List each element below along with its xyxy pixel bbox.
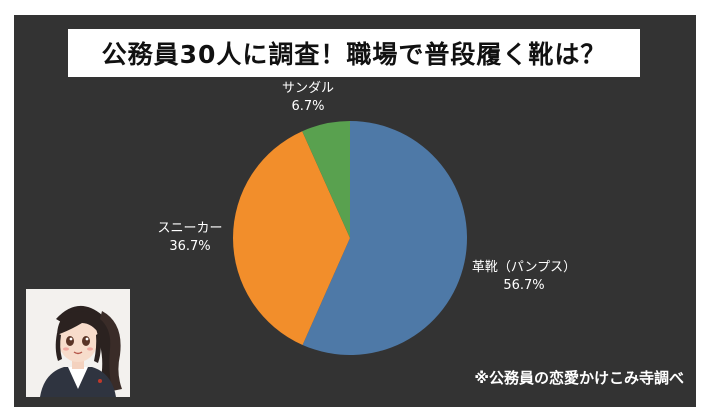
pie-labels: 革靴（パンプス） 56.7% スニーカー 36.7% サンダル 6.7% xyxy=(157,81,576,293)
slice-label: 革靴（パンプス） xyxy=(472,260,576,275)
pie-slice xyxy=(302,121,350,238)
pie-slices xyxy=(233,121,467,355)
slice-label: サンダル xyxy=(282,81,334,96)
slice-percent-label: 6.7% xyxy=(291,99,324,114)
source-note: ※公務員の恋愛かけこみ寺調べ xyxy=(474,369,684,387)
pie-slice xyxy=(233,131,350,345)
slice-percent-label: 36.7% xyxy=(169,239,210,254)
slice-label: スニーカー xyxy=(157,221,222,236)
businesswoman-illustration-icon xyxy=(26,289,130,397)
title-box: 公務員30人に調査！職場で普段履く靴は？ xyxy=(68,29,640,77)
pie-slice xyxy=(302,121,467,355)
chart-title: 公務員30人に調査！職場で普段履く靴は？ xyxy=(101,40,607,69)
slice-percent-label: 56.7% xyxy=(503,278,544,293)
